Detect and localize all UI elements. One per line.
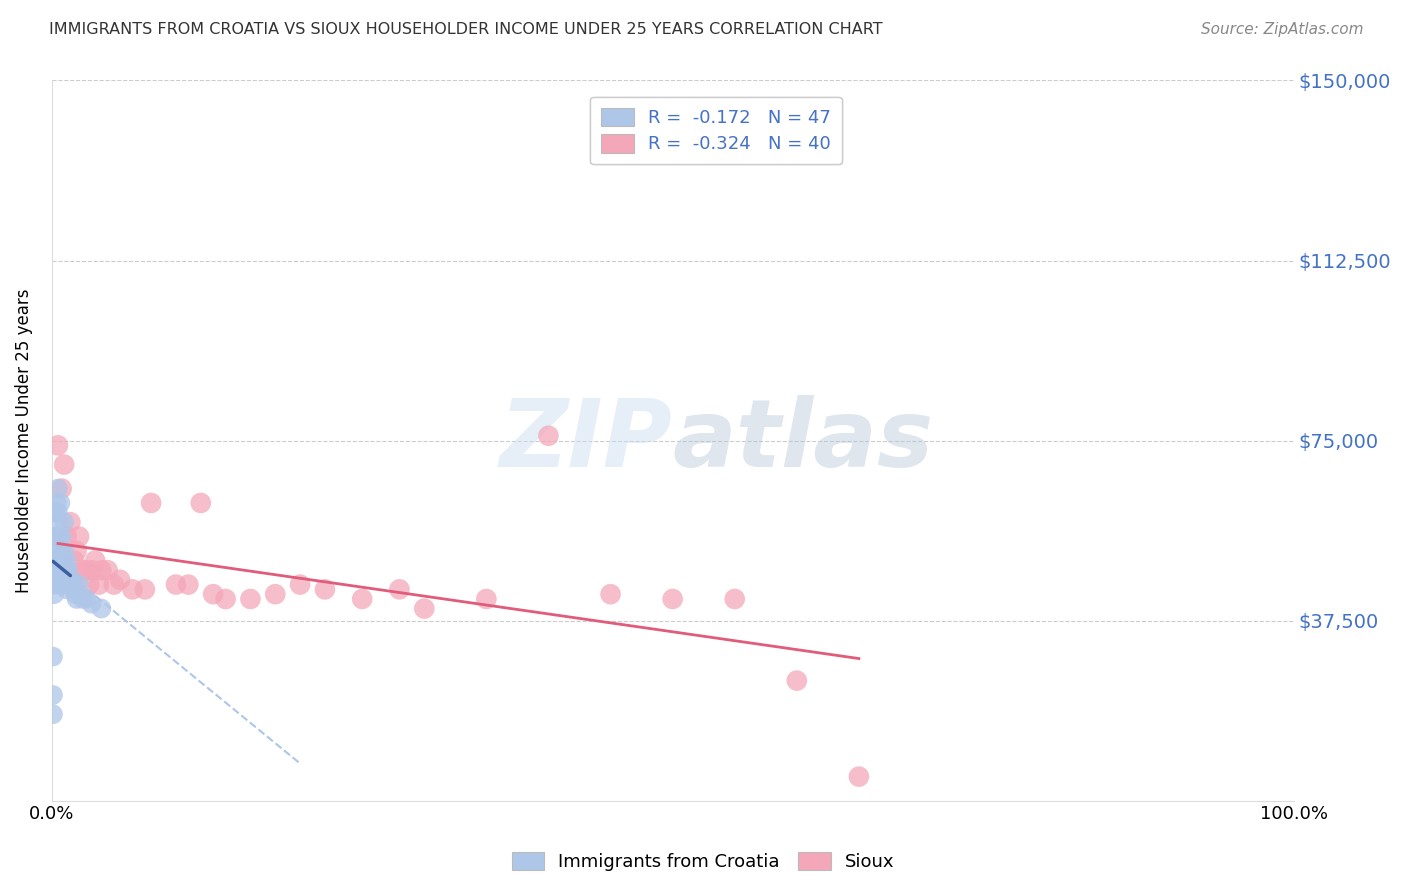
Point: [60, 573, 83, 587]
Point: [77, 577, 100, 591]
Point: [786, 673, 808, 688]
Point: [90, 601, 112, 615]
Point: [65, 592, 87, 607]
Point: [264, 587, 287, 601]
Point: [537, 429, 560, 443]
Point: [46, 482, 69, 496]
Point: [214, 592, 236, 607]
Point: [46, 506, 69, 520]
Point: [288, 577, 311, 591]
Point: [108, 573, 131, 587]
Point: [55, 577, 77, 591]
Point: [48, 515, 70, 529]
Point: [59, 515, 82, 529]
Point: [44, 530, 66, 544]
Point: [67, 530, 90, 544]
Point: [44, 563, 66, 577]
Point: [239, 592, 262, 607]
Point: [46, 438, 69, 452]
Point: [55, 582, 77, 597]
Point: [49, 563, 72, 577]
Point: [44, 577, 66, 591]
Point: [59, 577, 82, 591]
Point: [80, 563, 103, 577]
Point: [46, 544, 69, 558]
Point: [599, 587, 621, 601]
Point: [475, 592, 498, 607]
Point: [44, 530, 66, 544]
Point: [51, 482, 73, 496]
Point: [72, 563, 94, 577]
Point: [76, 563, 98, 577]
Point: [103, 577, 125, 591]
Point: [45, 530, 67, 544]
Point: [413, 601, 436, 615]
Point: [202, 587, 225, 601]
Point: [42, 649, 65, 664]
Text: Source: ZipAtlas.com: Source: ZipAtlas.com: [1201, 22, 1364, 37]
Point: [352, 592, 374, 607]
Point: [724, 592, 747, 607]
Point: [121, 582, 143, 597]
Point: [87, 577, 110, 591]
Point: [62, 577, 84, 591]
Point: [48, 530, 70, 544]
Point: [65, 544, 87, 558]
Point: [63, 582, 86, 597]
Text: ZIP: ZIP: [499, 394, 672, 486]
Point: [55, 553, 77, 567]
Point: [48, 553, 70, 567]
Point: [80, 597, 103, 611]
Point: [44, 587, 66, 601]
Point: [165, 577, 187, 591]
Point: [90, 563, 112, 577]
Point: [84, 553, 107, 567]
Point: [53, 458, 76, 472]
Y-axis label: Householder Income Under 25 years: Householder Income Under 25 years: [15, 288, 32, 593]
Point: [58, 577, 80, 591]
Point: [52, 553, 75, 567]
Point: [177, 577, 200, 591]
Point: [44, 506, 66, 520]
Legend: Immigrants from Croatia, Sioux: Immigrants from Croatia, Sioux: [505, 845, 901, 879]
Point: [51, 530, 73, 544]
Point: [44, 553, 66, 567]
Point: [53, 515, 76, 529]
Text: IMMIGRANTS FROM CROATIA VS SIOUX HOUSEHOLDER INCOME UNDER 25 YEARS CORRELATION C: IMMIGRANTS FROM CROATIA VS SIOUX HOUSEHO…: [49, 22, 883, 37]
Point: [67, 577, 90, 591]
Point: [42, 707, 65, 722]
Point: [45, 577, 67, 591]
Point: [51, 577, 73, 591]
Point: [388, 582, 411, 597]
Point: [52, 563, 75, 577]
Point: [55, 530, 77, 544]
Point: [46, 563, 69, 577]
Point: [49, 496, 72, 510]
Point: [65, 587, 87, 601]
Point: [661, 592, 683, 607]
Point: [76, 592, 98, 607]
Point: [45, 496, 67, 510]
Point: [42, 688, 65, 702]
Point: [97, 563, 120, 577]
Point: [51, 544, 73, 558]
Point: [63, 553, 86, 567]
Point: [848, 770, 870, 784]
Point: [139, 496, 162, 510]
Point: [134, 582, 156, 597]
Point: [49, 553, 72, 567]
Point: [55, 563, 77, 577]
Point: [314, 582, 336, 597]
Point: [190, 496, 212, 510]
Legend: R =  -0.172   N = 47, R =  -0.324   N = 40: R = -0.172 N = 47, R = -0.324 N = 40: [591, 96, 842, 164]
Point: [53, 544, 76, 558]
Point: [72, 592, 94, 607]
Point: [56, 563, 79, 577]
Text: atlas: atlas: [672, 394, 934, 486]
